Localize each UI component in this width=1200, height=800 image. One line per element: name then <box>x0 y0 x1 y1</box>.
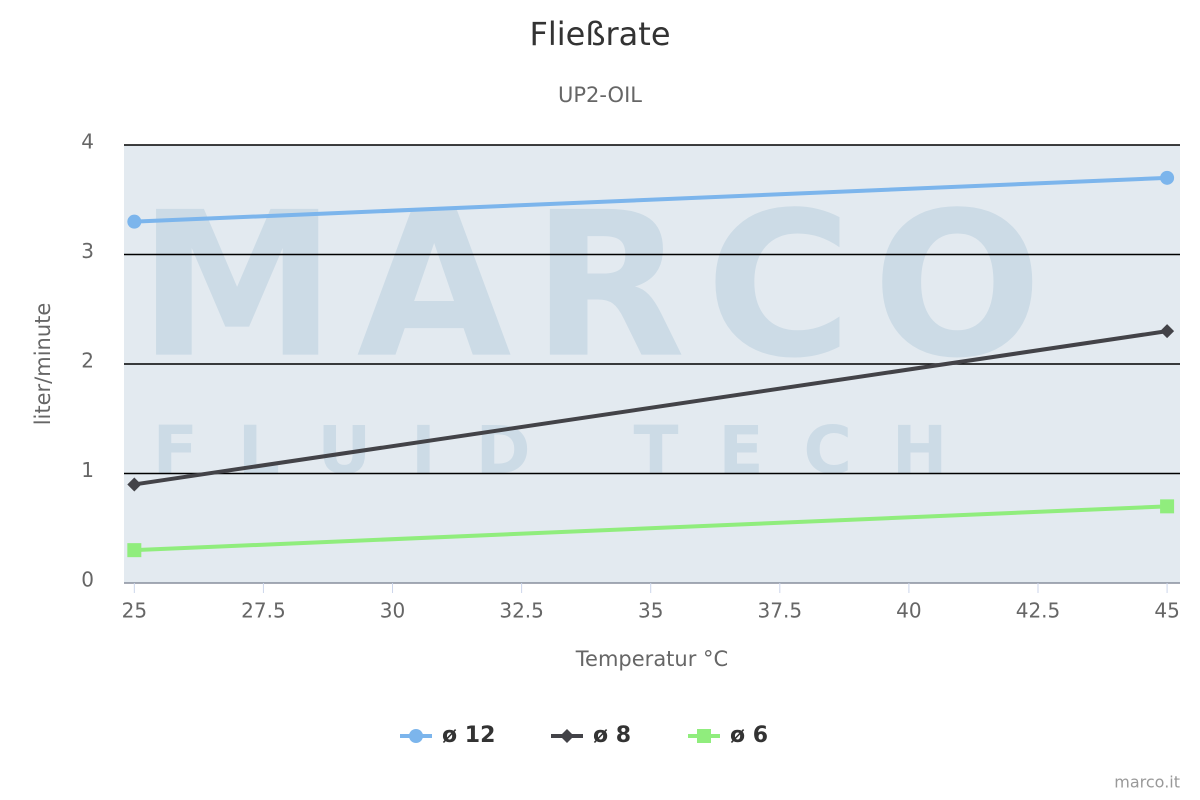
legend-marker <box>697 729 711 743</box>
x-axis-title: Temperatur °C <box>575 647 728 671</box>
watermark: FLUID TECH <box>153 412 987 489</box>
credits: marco.it <box>1114 773 1180 792</box>
x-tick-label: 25 <box>122 599 147 623</box>
x-tick-label: 35 <box>638 599 663 623</box>
legend-label[interactable]: ø 8 <box>593 723 631 748</box>
series-line <box>134 329 1168 487</box>
marker <box>127 543 142 558</box>
marker <box>1160 170 1175 185</box>
y-tick-label: 2 <box>81 349 94 373</box>
legend-marker <box>560 729 574 743</box>
y-tick-label: 4 <box>81 130 94 154</box>
chart-title: Fließrate <box>529 15 670 53</box>
marker <box>127 477 142 492</box>
marker <box>1160 499 1175 514</box>
legend-marker <box>409 729 423 743</box>
y-tick-label: 0 <box>81 568 94 592</box>
legend-label[interactable]: ø 12 <box>442 723 495 748</box>
x-tick-label: 37.5 <box>758 599 803 623</box>
legend-label[interactable]: ø 6 <box>730 723 768 748</box>
marker <box>1160 324 1175 339</box>
x-tick-label: 42.5 <box>1016 599 1061 623</box>
y-tick-label: 3 <box>81 239 94 263</box>
x-tick-label: 45 <box>1154 599 1179 623</box>
marker <box>127 214 142 229</box>
series-line <box>134 504 1168 553</box>
x-tick-label: 40 <box>896 599 921 623</box>
series-line <box>134 175 1168 224</box>
x-tick-label: 27.5 <box>241 599 286 623</box>
x-tick-label: 30 <box>380 599 405 623</box>
chart-subtitle: UP2-OIL <box>558 83 642 107</box>
x-tick-label: 32.5 <box>499 599 544 623</box>
y-axis-title: liter/minute <box>31 303 55 426</box>
y-tick-label: 1 <box>81 458 94 482</box>
